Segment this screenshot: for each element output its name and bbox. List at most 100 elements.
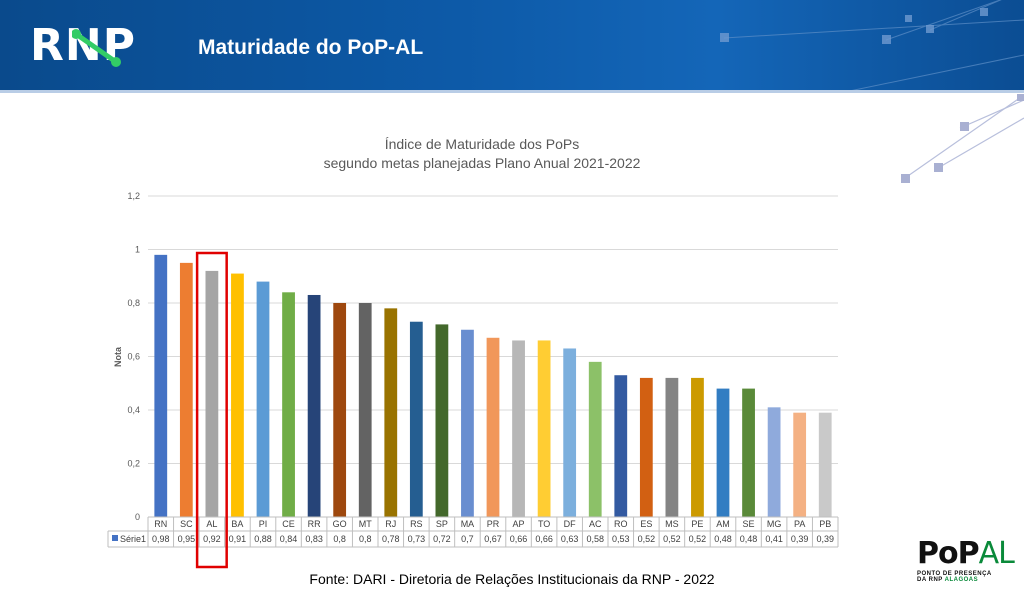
bar-df: [563, 348, 577, 517]
bar-rs: [409, 321, 423, 517]
header-divider: [0, 90, 1024, 93]
bar-ce: [282, 292, 295, 517]
value-label: 0,8: [359, 534, 372, 544]
category-label: RJ: [385, 519, 396, 529]
category-label: SC: [180, 519, 193, 529]
value-label: 0,78: [382, 534, 400, 544]
bar-pr: [486, 337, 500, 517]
y-tick-label: 1: [135, 245, 140, 255]
data-table: Série1 RN 0,98 SC 0,95 AL 0,92 BA 0,91 PI 0,88 CE 0,…: [107, 516, 839, 548]
category-label: MS: [665, 519, 679, 529]
category-label: AM: [716, 519, 730, 529]
category-label: MT: [359, 519, 372, 529]
value-label: 0,41: [765, 534, 783, 544]
series-name: Série1: [120, 534, 146, 544]
y-tick-label: 0,4: [127, 405, 140, 415]
bar-to: [537, 340, 551, 517]
bar-pi: [256, 281, 270, 517]
category-label: SP: [436, 519, 448, 529]
y-tick-label: 0,2: [127, 459, 140, 469]
popal-logo-subtitle-2: DA RNP ALAGOAS: [917, 577, 979, 583]
header-decoration: [720, 0, 1024, 93]
highlight-box-al: [195, 251, 228, 569]
value-label: 0,8: [333, 534, 346, 544]
bar-mg: [767, 407, 781, 517]
value-label: 0,98: [152, 534, 170, 544]
value-label: 0,84: [280, 534, 298, 544]
category-label: RN: [154, 519, 167, 529]
value-label: 0,92: [203, 534, 221, 544]
category-label: SE: [743, 519, 755, 529]
category-label: CE: [282, 519, 295, 529]
y-tick-label: 0,8: [127, 298, 140, 308]
page-title: Maturidade do PoP-AL: [198, 36, 424, 59]
value-label: 0,73: [408, 534, 426, 544]
corner-decoration: [904, 94, 1024, 179]
value-label: 0,48: [714, 534, 732, 544]
value-label: 0,52: [663, 534, 681, 544]
series-marker: [112, 535, 118, 541]
chart-subtitle: segundo metas planejadas Plano Anual 202…: [324, 155, 641, 171]
bar-sp: [435, 324, 449, 517]
category-label: AP: [513, 519, 525, 529]
bar-pb: [818, 412, 832, 517]
header-banner: RNP Maturidade do PoP-AL: [0, 0, 1024, 93]
source-note: Fonte: DARI - Diretoria de Relações Inst…: [309, 571, 715, 587]
value-label: 0,63: [561, 534, 579, 544]
y-tick-labels: 0 0,2 0,4 0,6 0,8 1 1,2: [127, 191, 140, 522]
category-label: PB: [819, 519, 831, 529]
value-label: 0,91: [229, 534, 247, 544]
category-label: RS: [410, 519, 423, 529]
category-label: RR: [308, 519, 321, 529]
popal-logo: PoPAL PONTO DE PRESENÇA DA RNP ALAGOAS: [917, 536, 1017, 596]
value-label: 0,39: [816, 534, 834, 544]
value-label: 0,53: [612, 534, 630, 544]
y-tick-label: 0: [135, 512, 140, 522]
bar-rr: [307, 294, 321, 517]
value-label: 0,88: [254, 534, 272, 544]
bar-sc: [179, 262, 193, 517]
value-label: 0,48: [740, 534, 758, 544]
y-axis-label: Nota: [113, 346, 123, 367]
category-label: PA: [794, 519, 805, 529]
value-label: 0,83: [305, 534, 323, 544]
bars: [154, 254, 832, 517]
category-label: TO: [538, 519, 550, 529]
category-label: ES: [640, 519, 652, 529]
popal-logo-text: PoPAL: [917, 536, 1015, 571]
bar-mt: [358, 303, 372, 517]
category-label: PE: [691, 519, 703, 529]
bar-ro: [614, 375, 628, 517]
bar-al: [205, 270, 219, 517]
bar-pa: [793, 412, 807, 517]
chart-title: Índice de Maturidade dos PoPs: [385, 136, 580, 152]
bar-rj: [384, 308, 398, 517]
value-label: 0,52: [638, 534, 656, 544]
bar-ac: [588, 361, 602, 517]
category-label: RO: [614, 519, 628, 529]
bar-se: [742, 388, 755, 517]
value-label: 0,95: [178, 534, 196, 544]
category-label: PI: [259, 519, 268, 529]
bar-go: [333, 303, 347, 517]
bar-rn: [154, 254, 168, 517]
value-label: 0,58: [586, 534, 604, 544]
value-label: 0,39: [791, 534, 809, 544]
logo-link-icon: [72, 29, 121, 67]
bar-ap: [512, 340, 525, 517]
value-label: 0,52: [689, 534, 707, 544]
category-label: BA: [231, 519, 243, 529]
category-label: PR: [487, 519, 500, 529]
bar-ma: [461, 329, 474, 517]
value-label: 0,66: [535, 534, 553, 544]
category-label: MA: [461, 519, 475, 529]
value-label: 0,7: [461, 534, 474, 544]
category-label: AL: [206, 519, 217, 529]
category-label: MG: [767, 519, 782, 529]
category-label: DF: [564, 519, 576, 529]
bar-ba: [231, 273, 244, 517]
bar-pe: [691, 377, 704, 517]
category-label: AC: [589, 519, 602, 529]
value-label: 0,66: [510, 534, 528, 544]
